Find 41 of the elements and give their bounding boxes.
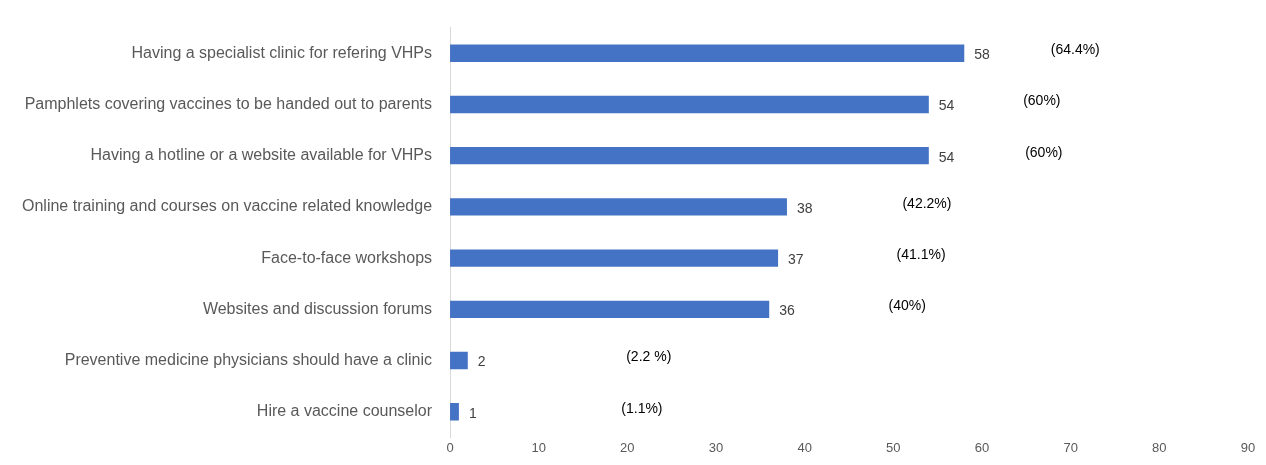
bar [450,198,787,216]
x-tick-label: 90 [1240,439,1256,455]
x-tick-label: 0 [446,439,454,455]
x-tick-label: 20 [620,439,635,455]
annotation: (64.4%) [1050,41,1100,58]
y-tick-label: Online training and courses on vaccine related knowledge [22,197,433,215]
bar [450,249,779,267]
y-tick-label: Having a specialist clinic for refering VHPs [131,43,433,61]
y-tick-label: Having a hotline or a website available for VHPs [90,146,433,164]
bar [450,44,965,62]
bar [450,146,929,165]
data-label: 38 [796,199,813,216]
data-label: 1 [468,404,477,421]
x-tick-label: 40 [797,439,812,455]
bar [450,351,468,370]
x-tick-label: 30 [708,439,724,455]
annotation: (60%) [1025,143,1063,160]
data-label: 36 [779,302,795,319]
x-tick-label: 60 [974,439,990,455]
annotation: (40%) [888,297,926,314]
annotation: (2.2 %) [626,348,672,365]
annotation: (41.1%) [896,245,946,262]
data-label: 37 [788,250,804,267]
x-tick-label: 10 [531,439,546,455]
bar [450,300,770,319]
data-label: 2 [477,353,486,370]
x-tick-label: 80 [1152,439,1167,455]
annotation: (1.1%) [621,399,663,416]
annotation: (42.2%) [902,194,952,211]
data-label: 54 [938,148,955,165]
y-tick-label: Websites and discussion forums [202,299,433,317]
y-tick-label: Pamphlets covering vaccines to be handed out to parents [24,94,433,112]
bar [450,95,929,114]
data-label: 54 [938,97,955,114]
y-tick-label: Face-to-face workshops [261,248,433,266]
annotation: (60%) [1023,92,1061,109]
y-tick-label: Hire a vaccine counselor [256,402,433,420]
data-label: 58 [974,46,991,63]
x-tick-label: 50 [886,439,901,455]
y-tick-label: Preventive medicine physicians should have a clinic [64,350,433,368]
x-tick-label: 70 [1063,439,1078,455]
